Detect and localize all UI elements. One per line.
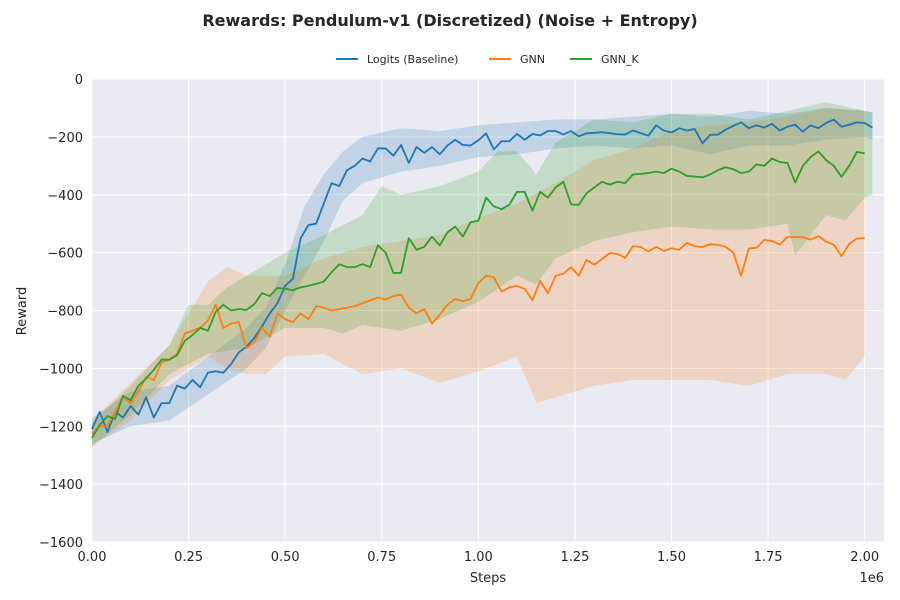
x-tick-label: 0.50: [271, 550, 300, 565]
x-tick-label: 1.00: [464, 550, 493, 565]
band-gnn-k: [92, 102, 873, 447]
legend-label-gnn-k: GNN_K: [601, 53, 639, 66]
y-tick-label: 0: [75, 73, 83, 88]
chart-title: Rewards: Pendulum-v1 (Discretized) (Nois…: [202, 11, 697, 30]
x-tick-label: 1.75: [754, 550, 783, 565]
y-tick-label: −1400: [39, 478, 83, 493]
line-gnn: [91, 235, 865, 435]
x-tick-label: 0.00: [78, 550, 107, 565]
line-logits-baseline: [91, 118, 873, 433]
x-tick-label: 0.75: [367, 550, 396, 565]
y-axis-ticks: 0 −200 −400 −600 −800 −1000 −1200 −1400 −1600: [39, 73, 83, 551]
x-axis-multiplier: 1e6: [859, 571, 884, 586]
legend: Logits (Baseline) GNN GNN_K: [336, 53, 639, 66]
legend-label-gnn: GNN: [520, 53, 545, 66]
x-tick-label: 1.50: [657, 550, 686, 565]
x-axis-label: Steps: [470, 571, 507, 586]
y-tick-label: −400: [47, 189, 83, 204]
y-tick-label: −200: [47, 131, 83, 146]
y-tick-label: −600: [47, 247, 83, 262]
x-tick-label: 2.00: [850, 550, 879, 565]
x-tick-label: 0.25: [174, 550, 203, 565]
y-axis-label: Reward: [15, 287, 30, 335]
y-tick-label: −1000: [39, 362, 83, 377]
y-tick-label: −1600: [39, 536, 83, 551]
legend-label-logits: Logits (Baseline): [367, 53, 458, 66]
x-axis-ticks: 0.00 0.25 0.50 0.75 1.00 1.25 1.50 1.75 2.00: [78, 550, 880, 565]
band-logits-baseline: [92, 107, 873, 444]
confidence-bands: [92, 102, 873, 447]
y-tick-label: −1200: [39, 420, 83, 435]
x-tick-label: 1.25: [560, 550, 589, 565]
band-gnn: [92, 107, 865, 447]
series-lines: [91, 118, 873, 439]
line-gnn-k: [91, 150, 865, 439]
y-tick-label: −800: [47, 305, 83, 320]
